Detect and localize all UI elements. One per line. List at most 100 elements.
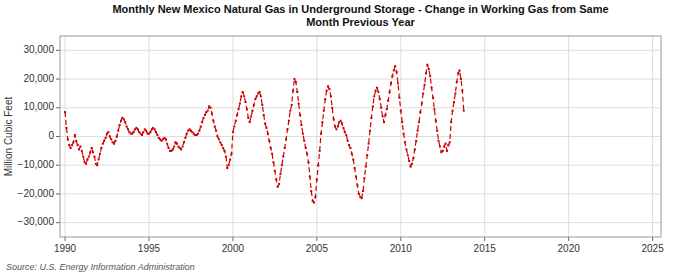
marker <box>391 75 393 77</box>
marker <box>166 143 168 145</box>
marker <box>154 128 156 130</box>
marker <box>317 164 319 166</box>
marker <box>267 133 269 135</box>
tick-label: −10,000 <box>18 159 55 170</box>
marker <box>316 179 318 181</box>
tick-label: 2025 <box>641 243 664 254</box>
grid-line <box>568 36 569 237</box>
marker <box>254 98 256 100</box>
marker <box>326 90 328 92</box>
marker <box>348 144 350 146</box>
marker <box>235 120 237 122</box>
marker <box>127 128 129 130</box>
marker <box>400 110 402 112</box>
marker <box>366 154 368 156</box>
marker <box>393 69 395 71</box>
tick-label: 2010 <box>390 243 413 254</box>
marker <box>236 114 238 116</box>
marker <box>200 125 202 127</box>
marker <box>410 166 412 168</box>
marker <box>68 144 70 146</box>
marker <box>228 164 230 166</box>
marker <box>261 104 263 106</box>
marker <box>238 108 240 110</box>
marker <box>245 101 247 103</box>
marker <box>182 146 184 148</box>
marker <box>387 100 389 102</box>
marker <box>89 151 91 153</box>
marker <box>351 153 353 155</box>
grid-line <box>60 222 661 223</box>
marker <box>319 150 321 152</box>
marker <box>172 148 174 150</box>
marker <box>342 127 344 129</box>
marker <box>344 131 346 133</box>
marker <box>79 146 81 148</box>
marker <box>64 111 66 113</box>
marker <box>306 153 308 155</box>
marker <box>113 143 115 145</box>
tick-mark <box>56 107 60 108</box>
marker <box>328 88 330 90</box>
marker <box>418 121 420 123</box>
marker <box>324 98 326 100</box>
grid-line <box>484 36 485 237</box>
marker <box>240 95 242 97</box>
marker <box>373 95 375 97</box>
marker <box>333 118 335 120</box>
marker <box>74 134 76 136</box>
marker <box>354 167 356 169</box>
tick-label: 30,000 <box>23 44 54 55</box>
marker <box>299 114 301 116</box>
marker <box>247 117 249 119</box>
marker <box>356 184 358 186</box>
grid-line <box>400 36 401 237</box>
marker <box>93 156 95 158</box>
marker <box>368 143 370 145</box>
marker <box>386 108 388 110</box>
marker <box>231 153 233 155</box>
marker <box>341 123 343 125</box>
marker <box>242 91 244 93</box>
marker <box>105 137 107 139</box>
marker <box>116 136 118 138</box>
marker <box>183 141 185 143</box>
tick-label: 2015 <box>474 243 497 254</box>
tick-mark <box>56 193 60 194</box>
marker <box>438 140 440 142</box>
marker <box>107 131 109 133</box>
marker <box>383 121 385 123</box>
marker <box>70 147 72 149</box>
marker <box>232 131 234 133</box>
marker <box>137 128 139 130</box>
marker <box>102 143 104 145</box>
annotation: Source: U.S. Energy Information Administ… <box>6 262 195 272</box>
marker <box>432 97 434 99</box>
marker <box>282 156 284 158</box>
tick-mark <box>56 79 60 80</box>
marker <box>452 110 454 112</box>
title-line: Month Previous Year <box>306 16 415 28</box>
marker <box>119 124 121 126</box>
marker <box>233 125 235 127</box>
marker <box>414 148 416 150</box>
marker <box>298 102 300 104</box>
marker <box>365 166 367 168</box>
marker <box>426 64 428 66</box>
marker <box>117 130 119 132</box>
marker <box>221 144 223 146</box>
tick-mark <box>232 237 233 241</box>
marker <box>75 140 77 142</box>
marker <box>186 133 188 135</box>
marker <box>453 101 455 103</box>
marker <box>321 121 323 123</box>
grid-line <box>60 193 661 194</box>
marker <box>268 140 270 142</box>
marker <box>278 183 280 185</box>
marker <box>133 131 135 133</box>
marker <box>263 114 265 116</box>
tick-mark <box>484 237 485 241</box>
marker <box>99 153 101 155</box>
grid-line <box>60 165 661 166</box>
marker <box>408 160 410 162</box>
